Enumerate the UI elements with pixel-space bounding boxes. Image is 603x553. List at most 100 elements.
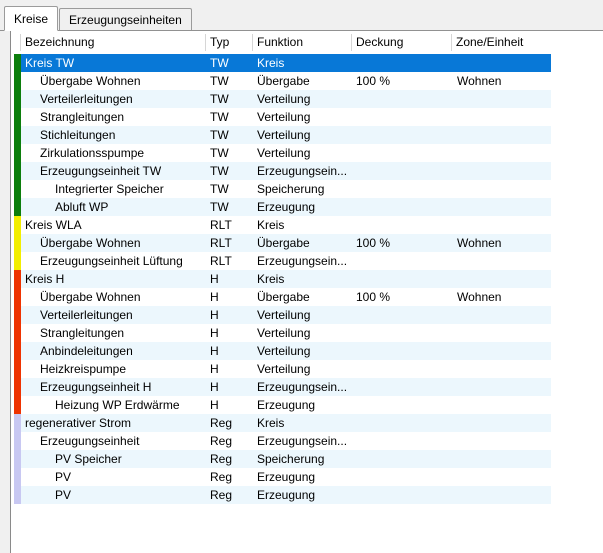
cell-typ: H xyxy=(210,398,219,412)
cell-zone xyxy=(452,468,551,486)
table-row[interactable]: Heizkreispumpe H Verteilung xyxy=(11,360,603,378)
table-row[interactable]: PV Speicher Reg Speicherung xyxy=(11,450,603,468)
row-content: PV Reg Erzeugung xyxy=(21,468,551,486)
cell-bezeichnung: Übergabe Wohnen xyxy=(40,74,141,88)
cell-bezeichnung: Erzeugungseinheit Lüftung xyxy=(40,254,183,268)
cell-funktion: Verteilung xyxy=(257,146,311,160)
table-row[interactable]: Stichleitungen TW Verteilung xyxy=(11,126,603,144)
cell-funktion: Verteilung xyxy=(257,308,311,322)
cell-deckung xyxy=(352,360,452,378)
cell-zone xyxy=(452,126,551,144)
row-content: Erzeugungseinheit TW TW Erzeugungsein... xyxy=(21,162,551,180)
group-color-column xyxy=(11,198,21,216)
table-row[interactable]: Zirkulationsspumpe TW Verteilung xyxy=(11,144,603,162)
row-content: Stichleitungen TW Verteilung xyxy=(21,126,551,144)
cell-zone xyxy=(452,486,551,504)
cell-bezeichnung: Übergabe Wohnen xyxy=(40,290,141,304)
group-color-bar-h xyxy=(14,306,21,324)
table-row[interactable]: Strangleitungen TW Verteilung xyxy=(11,108,603,126)
row-content: Verteilerleitungen H Verteilung xyxy=(21,306,551,324)
cell-bezeichnung: Kreis TW xyxy=(25,56,75,70)
cell-funktion: Erzeugung xyxy=(257,470,316,484)
cell-deckung xyxy=(352,162,452,180)
cell-typ: H xyxy=(210,344,219,358)
table-row[interactable]: Abluft WP TW Erzeugung xyxy=(11,198,603,216)
table-row[interactable]: Anbindeleitungen H Verteilung xyxy=(11,342,603,360)
cell-typ: H xyxy=(210,362,219,376)
cell-typ: TW xyxy=(210,200,229,214)
cell-zone xyxy=(452,396,551,414)
tab-kreise[interactable]: Kreise xyxy=(4,6,59,31)
row-content: Heizkreispumpe H Verteilung xyxy=(21,360,551,378)
table-row[interactable]: Kreis H H Kreis xyxy=(11,270,603,288)
cell-zone: Wohnen xyxy=(457,74,502,88)
cell-bezeichnung: Erzeugungseinheit xyxy=(40,434,140,448)
tab-erzeugungseinheiten[interactable]: Erzeugungseinheiten xyxy=(59,8,192,30)
table-row[interactable]: Erzeugungseinheit Reg Erzeugungsein... xyxy=(11,432,603,450)
cell-zone: Wohnen xyxy=(457,236,502,250)
table-row[interactable]: Strangleitungen H Verteilung xyxy=(11,324,603,342)
table-row[interactable]: Verteilerleitungen H Verteilung xyxy=(11,306,603,324)
row-content: Kreis TW TW Kreis xyxy=(21,54,551,72)
cell-deckung xyxy=(352,54,452,72)
group-color-bar-tw xyxy=(14,180,21,198)
table-row[interactable]: Übergabe Wohnen RLT Übergabe 100 % Wohnen xyxy=(11,234,603,252)
cell-funktion: Verteilung xyxy=(257,362,311,376)
table-row[interactable]: Verteilerleitungen TW Verteilung xyxy=(11,90,603,108)
cell-bezeichnung: Anbindeleitungen xyxy=(40,344,133,358)
cell-bezeichnung: Heizkreispumpe xyxy=(40,362,127,376)
group-color-bar-h xyxy=(14,396,21,414)
cell-zone xyxy=(452,180,551,198)
table-row[interactable]: PV Reg Erzeugung xyxy=(11,486,603,504)
cell-typ: Reg xyxy=(210,470,233,484)
cell-bezeichnung: Integrierter Speicher xyxy=(55,182,164,196)
row-content: regenerativer Strom Reg Kreis xyxy=(21,414,551,432)
group-color-column xyxy=(11,108,21,126)
cell-typ: H xyxy=(210,380,219,394)
table-row[interactable]: Übergabe Wohnen H Übergabe 100 % Wohnen xyxy=(11,288,603,306)
group-color-bar-reg xyxy=(14,414,21,432)
cell-bezeichnung: PV xyxy=(55,488,72,502)
cell-typ: RLT xyxy=(210,236,232,250)
table-row[interactable]: regenerativer Strom Reg Kreis xyxy=(11,414,603,432)
column-header-deckung[interactable]: Deckung xyxy=(352,34,452,51)
cell-zone: Wohnen xyxy=(457,290,502,304)
column-header-bezeichnung[interactable]: Bezeichnung xyxy=(21,34,206,51)
group-color-column xyxy=(11,234,21,252)
table-row[interactable]: Kreis WLA RLT Kreis xyxy=(11,216,603,234)
cell-funktion: Erzeugungsein... xyxy=(257,434,348,448)
column-header-typ[interactable]: Typ xyxy=(206,34,253,51)
table-row[interactable]: Übergabe Wohnen TW Übergabe 100 % Wohnen xyxy=(11,72,603,90)
cell-deckung xyxy=(352,270,452,288)
group-color-bar-h xyxy=(14,324,21,342)
column-header-funktion[interactable]: Funktion xyxy=(253,34,352,51)
cell-typ: RLT xyxy=(210,254,232,268)
table-row[interactable]: PV Reg Erzeugung xyxy=(11,468,603,486)
cell-funktion: Erzeugungsein... xyxy=(257,380,348,394)
cell-bezeichnung: Strangleitungen xyxy=(40,326,125,340)
table-row[interactable]: Integrierter Speicher TW Speicherung xyxy=(11,180,603,198)
cell-typ: TW xyxy=(210,74,229,88)
tab-bar: Kreise Erzeugungseinheiten xyxy=(0,0,603,31)
group-color-column xyxy=(11,324,21,342)
cell-funktion: Kreis xyxy=(257,218,285,232)
row-content: Strangleitungen H Verteilung xyxy=(21,324,551,342)
table-row[interactable]: Erzeugungseinheit Lüftung RLT Erzeugungsei… xyxy=(11,252,603,270)
cell-deckung xyxy=(352,342,452,360)
cell-typ: Reg xyxy=(210,488,233,502)
group-color-column xyxy=(11,126,21,144)
column-header-zone-einheit[interactable]: Zone/Einheit xyxy=(456,35,524,49)
group-color-bar-tw xyxy=(14,54,21,72)
group-color-bar-reg xyxy=(14,468,21,486)
cell-zone xyxy=(452,90,551,108)
table-row[interactable]: Kreis TW TW Kreis xyxy=(11,54,603,72)
circuits-table: Bezeichnung Typ Funktion Deckung Zone/Ei… xyxy=(10,31,603,553)
table-row[interactable]: Heizung WP Erdwärme H Erzeugung xyxy=(11,396,603,414)
cell-zone xyxy=(452,144,551,162)
row-content: Kreis WLA RLT Kreis xyxy=(21,216,551,234)
table-row[interactable]: Erzeugungseinheit H H Erzeugungsein... xyxy=(11,378,603,396)
group-color-column xyxy=(11,288,21,306)
cell-zone xyxy=(452,378,551,396)
table-row[interactable]: Erzeugungseinheit TW TW Erzeugungsein... xyxy=(11,162,603,180)
cell-zone xyxy=(452,252,551,270)
